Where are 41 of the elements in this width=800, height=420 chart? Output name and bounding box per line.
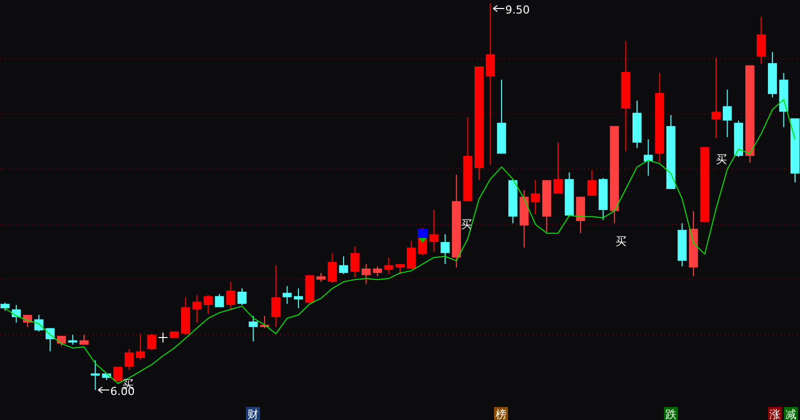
- annotation: 买: [616, 235, 627, 248]
- candlestick: [124, 348, 134, 371]
- candlestick: [136, 333, 145, 361]
- text: 财: [248, 408, 258, 420]
- candlestick: [214, 293, 224, 308]
- candlestick: [271, 264, 280, 328]
- candlestick: [350, 246, 360, 278]
- candlestick: [192, 294, 202, 324]
- text: 跌: [666, 408, 676, 420]
- text: 榜: [496, 408, 506, 420]
- candlestick: [238, 288, 246, 306]
- candlestick: [147, 333, 156, 351]
- annotation: 买: [461, 218, 472, 231]
- candlestick: [554, 142, 562, 194]
- candlestick: [396, 264, 404, 275]
- annotation: 9.50: [505, 4, 530, 16]
- text: 减: [786, 408, 796, 420]
- candlestick: [282, 286, 292, 304]
- candlestick: [587, 170, 596, 196]
- candlestick: [328, 252, 337, 284]
- candlestick: [429, 210, 438, 252]
- candlestick: [756, 16, 766, 65]
- candlestick: [294, 288, 303, 309]
- candlestick: [248, 316, 258, 342]
- candlestick: [440, 234, 450, 265]
- candlestick: [712, 57, 720, 139]
- candlestick: [158, 332, 168, 344]
- candlestick: [372, 266, 382, 277]
- candlestick: [68, 334, 78, 346]
- candlestick: [722, 89, 732, 138]
- candlestick: [384, 256, 394, 275]
- text: 涨: [770, 408, 780, 420]
- candlestick: [90, 360, 100, 390]
- candlestick: [406, 240, 416, 270]
- candlestick: [204, 294, 213, 314]
- annotation: 买: [716, 153, 728, 166]
- candlestick: [486, 3, 495, 166]
- candlestick: [226, 281, 236, 311]
- candlestick: [339, 256, 348, 275]
- candlestick: [362, 264, 371, 284]
- candlestick: [530, 180, 540, 215]
